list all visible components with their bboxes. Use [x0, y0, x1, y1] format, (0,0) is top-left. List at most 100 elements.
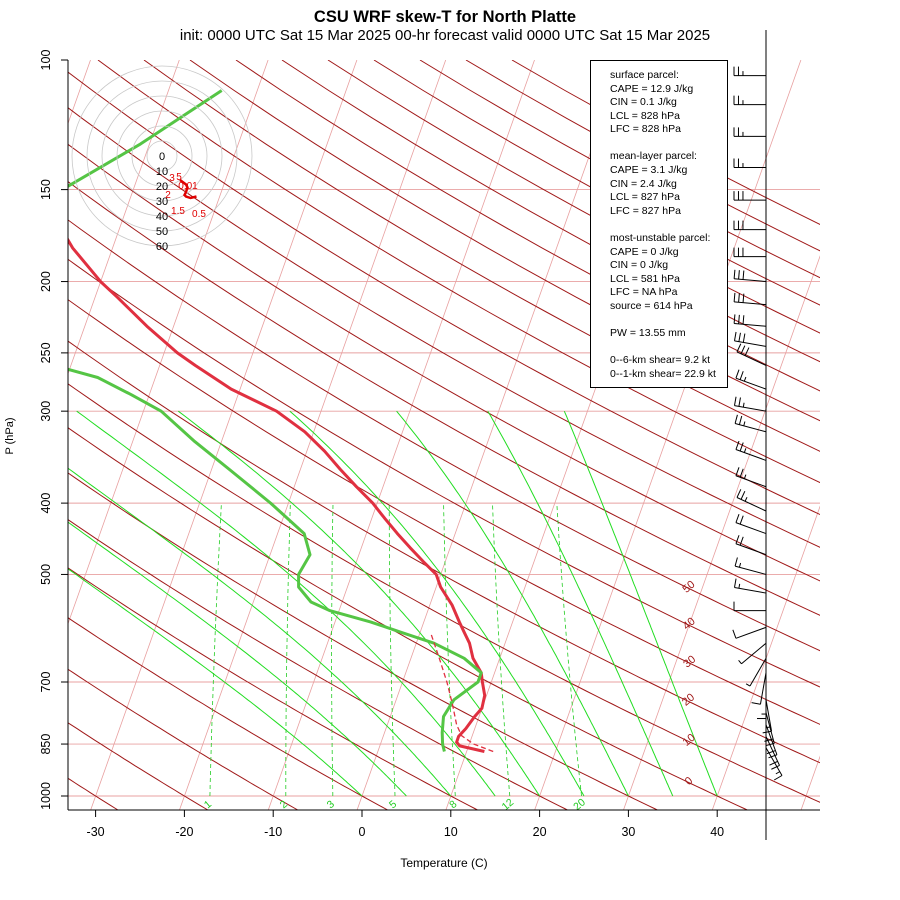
isotherm-line — [534, 60, 802, 810]
dry-adiabat-line — [68, 143, 820, 582]
wind-barb-flag — [742, 270, 745, 280]
wind-barb-staff — [749, 658, 767, 687]
hodograph: 0 10 20 30 40 50 60 530.01 21.5 0.5 — [71, 65, 253, 253]
wind-barb-staff — [759, 672, 767, 705]
wind-barb-flag — [734, 557, 738, 567]
wind-barb — [765, 747, 783, 781]
wind-barb-staff — [734, 340, 767, 347]
mu-lfc: LFC = NA hPa — [610, 286, 678, 299]
hodograph-ring — [116, 110, 208, 202]
moist-adiabat-line — [289, 410, 585, 797]
hodograph-ring-label: 40 — [156, 211, 168, 223]
wind-barb-flag — [733, 331, 737, 341]
wind-barb — [733, 247, 766, 258]
surface-cape: CAPE = 12.9 J/kg — [610, 82, 694, 95]
dewpoint-trace — [68, 89, 483, 752]
y-tick-label: 850 — [39, 734, 53, 755]
x-tick-label: 40 — [710, 825, 724, 839]
dry-adiabat-line — [68, 219, 820, 652]
isotherm-line — [356, 60, 624, 810]
wind-barb-staff — [734, 301, 767, 306]
wind-barb-flag — [766, 750, 776, 755]
dry-adiabat-line — [68, 383, 820, 803]
wind-barb — [735, 514, 767, 535]
hodograph-ring — [71, 65, 253, 247]
wind-barb-flag — [738, 332, 741, 342]
dry-adiabat-line — [68, 567, 479, 810]
wind-barb-flag — [765, 742, 775, 747]
wind-barb — [732, 626, 767, 639]
wind-barbs — [732, 66, 783, 781]
wind-barb — [736, 343, 767, 366]
wind-barb-staff — [765, 736, 780, 766]
temperature-trace — [68, 237, 487, 753]
wind-barb-flag — [773, 775, 783, 781]
wind-barb-staff — [735, 449, 767, 461]
shear-0-1km: 0--1-km shear= 22.9 kt — [610, 367, 716, 380]
surface-lcl: LCL = 828 hPa — [610, 109, 680, 122]
wind-barb-flag — [735, 369, 740, 379]
dry-adiabat-line — [68, 299, 820, 725]
isotherm-line — [90, 60, 358, 810]
hodograph-height-label: 2 — [165, 190, 171, 201]
hodograph-height-label: 3 — [169, 173, 175, 184]
wind-barb-flag — [738, 293, 740, 303]
moist-adiabat-line — [68, 568, 363, 797]
hodograph-ring-label: 60 — [156, 241, 168, 253]
wind-barb-flag — [751, 702, 761, 705]
wind-barb-staff — [735, 543, 767, 556]
wind-barb-flag — [740, 345, 746, 355]
chart-title: CSU WRF skew-T for North Platte — [314, 8, 576, 26]
wind-barb-flag — [742, 333, 746, 343]
wind-barb — [733, 269, 767, 283]
wind-barb — [764, 712, 775, 747]
wind-barb-flag — [742, 315, 745, 325]
x-axis-label: Temperature (C) — [400, 856, 487, 870]
wind-barb-flag — [739, 515, 744, 525]
chart-subtitle: init: 0000 UTC Sat 15 Mar 2025 00-hr for… — [180, 27, 710, 44]
wind-barb — [735, 440, 767, 461]
background-grid — [68, 60, 820, 810]
surface-cin: CIN = 0.1 J/kg — [610, 96, 677, 109]
hodograph-ring — [146, 140, 178, 172]
surface-parcel-block: surface parcel: CAPE = 12.9 J/kg CIN = 0… — [610, 69, 727, 137]
wind-barb-flag — [738, 270, 740, 280]
x-tick-label: 20 — [533, 825, 547, 839]
wind-barb-flag — [768, 754, 778, 759]
wind-barb-staff — [734, 405, 767, 412]
wind-barb-flag — [736, 343, 742, 353]
wind-barb-staff — [734, 587, 767, 594]
mixing-ratio-line — [556, 503, 582, 797]
wind-barb-flag — [733, 314, 736, 324]
dry-adiabat-line — [68, 427, 749, 810]
hodograph-ring-label: 20 — [156, 181, 168, 193]
mu-source: source = 614 hPa — [610, 299, 693, 312]
mixing-ratio-line — [388, 503, 396, 797]
mu-parcel-title: most-unstable parcel: — [610, 231, 711, 244]
moist-adiabat-line — [68, 521, 407, 797]
moist-adiabat-line — [487, 410, 674, 797]
wind-barb-staff — [734, 565, 767, 575]
ml-lcl: LCL = 827 hPa — [610, 191, 680, 204]
dry-adiabat-line — [68, 258, 820, 688]
wind-barb-flag — [735, 467, 740, 476]
wind-barb — [733, 127, 766, 137]
wind-barb — [733, 601, 766, 612]
wind-barb-flag — [739, 442, 744, 452]
dry-adiabat-line — [68, 107, 820, 548]
dry-adiabat-line — [235, 60, 820, 392]
isotherm-line — [68, 60, 269, 625]
dry-adiabat-line — [68, 340, 820, 764]
ml-cin: CIN = 2.4 J/kg — [610, 177, 677, 190]
wind-barb-flag — [764, 738, 774, 742]
x-tick-label: -10 — [264, 825, 282, 839]
wind-barb-staff — [765, 747, 783, 776]
mu-lcl: LCL = 581 hPa — [610, 272, 680, 285]
wind-barb-staff — [735, 626, 767, 639]
wind-barb-flag — [733, 396, 737, 406]
wind-barb-half-flag — [743, 376, 747, 382]
wind-barb-flag — [733, 578, 737, 588]
ml-parcel-title: mean-layer parcel: — [610, 150, 697, 163]
hodograph-ring-label: 30 — [156, 196, 168, 208]
y-axis-label: P (hPa) — [4, 417, 16, 454]
